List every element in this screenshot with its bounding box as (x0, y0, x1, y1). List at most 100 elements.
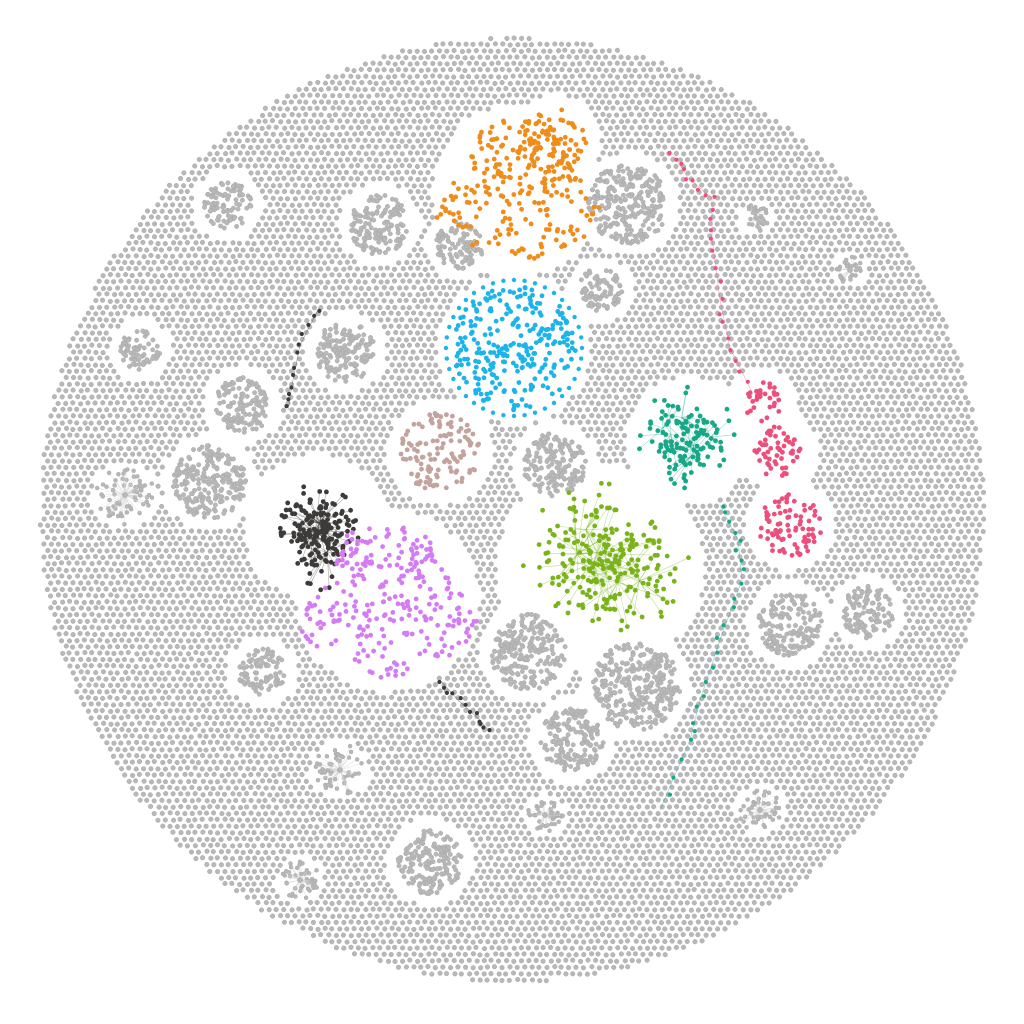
graph-node (188, 400, 194, 406)
graph-node (581, 92, 587, 98)
graph-node (358, 285, 364, 291)
graph-node (873, 381, 879, 387)
graph-node (133, 535, 139, 541)
graph-node (929, 348, 935, 354)
graph-node (921, 387, 928, 393)
graph-node (96, 407, 103, 413)
graph-node (618, 144, 624, 150)
graph-node (569, 406, 576, 412)
graph-node (826, 195, 832, 201)
graph-node (162, 202, 169, 208)
graph-node (618, 67, 624, 73)
graph-node (256, 362, 262, 368)
graph-node (741, 496, 747, 502)
graph-node (699, 515, 705, 521)
graph-node (633, 131, 639, 137)
graph-node (696, 228, 702, 234)
graph-node (304, 176, 310, 182)
graph-node (92, 324, 98, 330)
graph-node (892, 452, 898, 458)
graph-node (844, 227, 850, 233)
graph-node (752, 118, 758, 124)
graph-node (333, 394, 339, 400)
graph-node (696, 112, 702, 118)
graph-node (374, 169, 380, 175)
graph-node (421, 317, 427, 323)
graph-node (269, 118, 276, 124)
graph-node (159, 375, 166, 381)
graph-node (629, 125, 635, 131)
graph-node (355, 433, 361, 439)
graph-node (595, 54, 601, 60)
graph-node (641, 67, 647, 73)
graph-node (410, 400, 416, 406)
graph-node (304, 445, 310, 451)
graph-node (96, 291, 102, 297)
graph-node (944, 554, 950, 561)
graph-node (610, 412, 616, 419)
graph-node (850, 458, 856, 464)
graph-node (181, 221, 187, 227)
graph-node (573, 93, 579, 99)
graph-node (59, 381, 65, 387)
graph-node (504, 432, 510, 438)
graph-node (119, 548, 125, 554)
graph-node (769, 252, 775, 258)
graph-node (955, 521, 961, 528)
graph-node (800, 278, 806, 285)
graph-node (618, 387, 625, 393)
graph-node (548, 61, 554, 67)
graph-node (840, 323, 847, 329)
graph-node (467, 534, 473, 540)
graph-node (463, 41, 469, 47)
graph-node (133, 406, 139, 412)
graph-node (266, 163, 273, 169)
graph-node (296, 150, 302, 156)
graph-node (74, 509, 80, 515)
graph-node (151, 555, 158, 561)
graph-node (270, 209, 276, 215)
graph-node (269, 336, 276, 342)
graph-node (566, 401, 572, 407)
graph-node (89, 483, 95, 489)
graph-node (160, 529, 166, 535)
graph-node (791, 241, 797, 247)
graph-node (599, 99, 606, 105)
graph-node (758, 156, 764, 162)
graph-node (643, 124, 650, 130)
graph-node (286, 170, 292, 176)
graph-node (311, 177, 318, 183)
graph-node (215, 535, 221, 541)
graph-node (178, 343, 184, 349)
graph-node (156, 446, 162, 452)
graph-node (362, 99, 368, 105)
graph-node (166, 182, 173, 188)
graph-node (329, 118, 335, 124)
graph-node (700, 374, 706, 380)
graph-node (437, 61, 443, 67)
graph-node (389, 336, 395, 342)
graph-node (569, 86, 575, 92)
graph-node (817, 286, 823, 292)
graph-node (925, 329, 931, 335)
graph-node (880, 407, 886, 413)
graph-node (288, 329, 294, 335)
graph-node (281, 188, 288, 195)
graph-node (292, 400, 298, 406)
graph-node (258, 176, 264, 182)
graph-node (337, 118, 343, 124)
graph-node (877, 324, 883, 330)
graph-node (818, 400, 824, 406)
graph-node (100, 336, 106, 342)
graph-node (311, 291, 317, 297)
graph-node (965, 400, 971, 406)
graph-node (96, 433, 102, 439)
graph-node (318, 266, 324, 272)
graph-node (148, 304, 155, 310)
graph-node (171, 240, 177, 246)
graph-node (99, 323, 106, 329)
graph-node (51, 458, 57, 464)
graph-node (197, 361, 203, 368)
graph-node (940, 471, 946, 477)
graph-node (400, 266, 406, 272)
